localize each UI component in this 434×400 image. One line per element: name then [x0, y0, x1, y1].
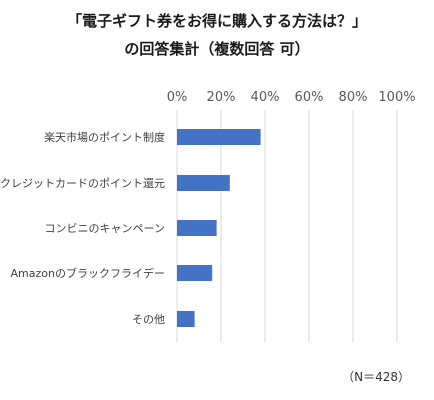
bar [177, 175, 230, 191]
x-tick-label: 80% [339, 90, 368, 105]
category-label: Amazonのブラックフライデー [11, 266, 165, 280]
x-tick-label: 100% [378, 90, 415, 105]
chart-title-line-2: の回答集計（複数回答 可） [124, 40, 310, 58]
bar [177, 265, 213, 281]
x-tick-label: 0% [167, 90, 188, 105]
category-label: コンビニのキャンペーン [45, 222, 165, 235]
x-tick-label: 60% [295, 90, 324, 105]
category-label: その他 [132, 313, 165, 326]
bar [177, 220, 217, 236]
chart-title-line-1: 「電子ギフト券をお得に購入する方法は？」 [66, 12, 367, 30]
bar [177, 129, 261, 145]
category-label: クレジットカードのポイント還元 [0, 177, 165, 190]
category-label: 楽天市場のポイント制度 [44, 130, 165, 144]
bar [177, 311, 195, 327]
x-tick-label: 20% [207, 90, 236, 105]
x-tick-label: 40% [251, 90, 280, 105]
sample-size-note: （N＝428） [342, 370, 410, 384]
